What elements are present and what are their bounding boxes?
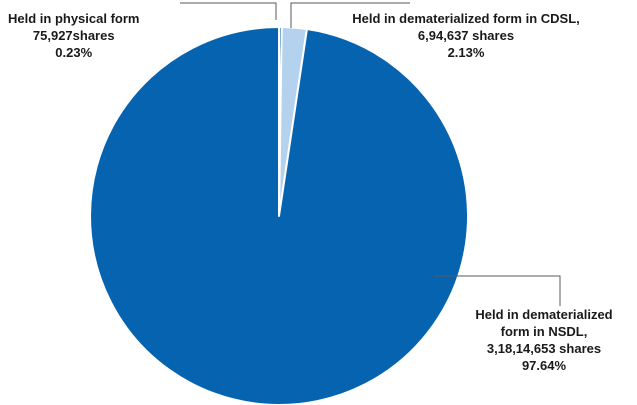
label-cdsl-line2: 6,94,637 shares (417, 28, 515, 43)
label-nsdl-line2: form in NSDL, (500, 324, 588, 339)
label-cdsl: Held in dematerialized form in CDSL, 6,9… (302, 10, 630, 61)
label-cdsl-line3: 2.13% (447, 45, 485, 60)
label-nsdl-line4: 97.64% (521, 358, 567, 373)
label-physical: Held in physical form 75,927shares 0.23% (8, 10, 139, 61)
label-nsdl: Held in dematerialized form in NSDL, 3,1… (455, 306, 633, 374)
label-cdsl-line1: Held in dematerialized form in CDSL, (352, 11, 580, 26)
leader-line-nsdl (434, 275, 561, 306)
label-physical-line3: 0.23% (55, 45, 93, 60)
pie-slice-nsdl (89, 26, 469, 405)
leader-line-cdsl (290, 2, 410, 28)
label-nsdl-line1: Held in dematerialized (475, 307, 613, 322)
label-physical-line1: Held in physical form (8, 11, 140, 26)
leader-line-physical (180, 2, 277, 20)
label-nsdl-line3: 3,18,14,653 shares (486, 341, 602, 356)
label-physical-line2: 75,927shares (32, 28, 115, 43)
